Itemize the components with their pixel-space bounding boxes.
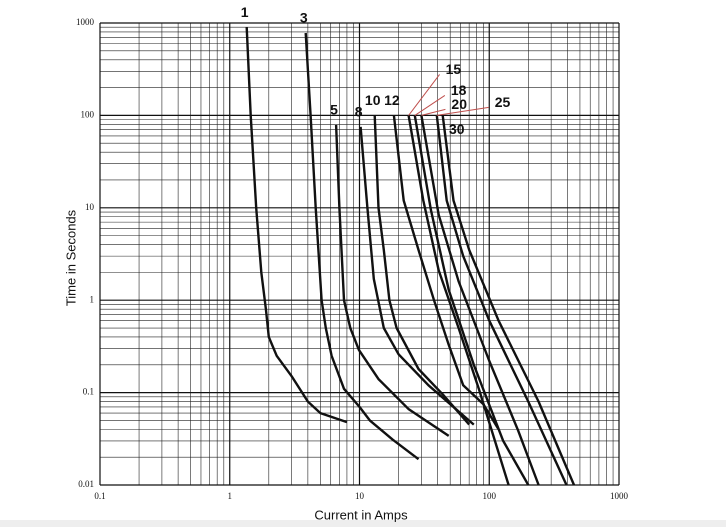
series-label: 8: [355, 104, 363, 120]
series-label: 5: [330, 102, 338, 118]
series-label: 18: [451, 82, 467, 98]
y-tick-label: 0.1: [83, 387, 94, 397]
leader-line: [408, 74, 440, 116]
leader-line: [414, 94, 446, 116]
x-tick-label: 1000: [610, 491, 629, 501]
curve: [373, 115, 471, 426]
series-label: 12: [384, 92, 400, 108]
series-label: 20: [451, 96, 467, 112]
y-axis-label: Time in Seconds: [63, 209, 78, 306]
x-tick-label: 0.1: [94, 491, 105, 501]
footer-bar: [0, 520, 726, 527]
y-tick-label: 0.01: [78, 479, 94, 489]
y-tick-label: 1: [90, 294, 95, 304]
leader-line: [421, 108, 446, 116]
series-label: 10: [365, 92, 381, 108]
y-tick-label: 10: [85, 202, 95, 212]
x-tick-label: 1: [228, 491, 233, 501]
curve: [304, 32, 420, 461]
x-tick-label: 10: [355, 491, 365, 501]
curve: [392, 115, 500, 431]
curve: [334, 124, 450, 437]
series-label: 30: [449, 121, 465, 137]
curve: [245, 27, 348, 424]
curve: [435, 115, 568, 486]
x-tick-label: 100: [483, 491, 497, 501]
x-axis-label: Current in Amps: [314, 507, 408, 522]
series-label: 1: [241, 4, 249, 20]
curve: [359, 126, 475, 426]
y-tick-label: 100: [81, 109, 95, 119]
series-label: 3: [300, 10, 308, 26]
curve: [413, 115, 530, 486]
curve: [420, 115, 540, 486]
series-label: 15: [446, 61, 462, 77]
y-tick-label: 1000: [76, 17, 95, 27]
leader-line: [436, 106, 489, 116]
series-label: 25: [495, 94, 511, 110]
curve: [441, 115, 576, 486]
curve: [407, 115, 510, 486]
